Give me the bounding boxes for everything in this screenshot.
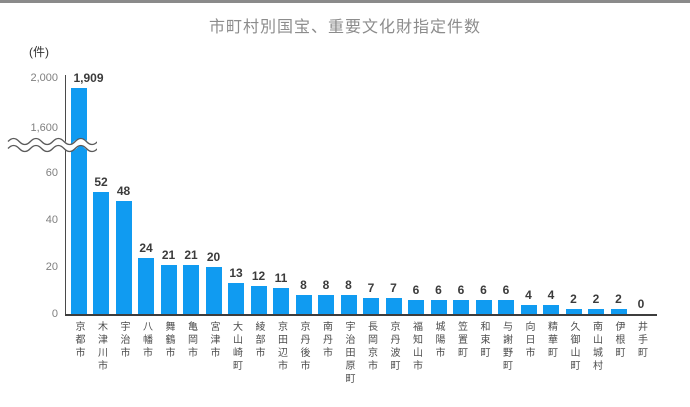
bar (610, 309, 627, 314)
x-category-label: 京都市 (73, 321, 84, 360)
bar (115, 201, 132, 314)
bar-value-label: 24 (139, 240, 153, 255)
bar-value-label: 6 (412, 282, 420, 297)
x-category-label: 宮津市 (208, 321, 219, 360)
bar-value-label: 21 (184, 247, 198, 262)
x-category-label: 伊根町 (613, 321, 624, 360)
x-category-label: 木津川市 (95, 321, 107, 373)
bar (588, 309, 604, 314)
x-category-label: 井手町 (635, 321, 647, 360)
bar-value-label: 11 (274, 271, 288, 286)
bar-value-label: 2 (592, 292, 600, 307)
x-category-label: 精華町 (545, 321, 557, 360)
bar (183, 264, 199, 314)
bar-value-label: 2 (570, 292, 577, 307)
bar (138, 257, 154, 314)
bar (498, 299, 514, 314)
bar (318, 295, 334, 314)
x-category-label: 大山崎町 (230, 321, 242, 373)
bar (543, 304, 559, 314)
y-tick-label: 40 (45, 214, 58, 226)
bar-value-label: 21 (161, 247, 176, 262)
x-category-label: 笠置町 (455, 321, 467, 360)
bar (205, 267, 222, 314)
bar-value-label: 1,909 (73, 71, 104, 85)
x-category-label: 京丹後市 (298, 321, 309, 373)
x-category-label: 福知山市 (410, 321, 422, 373)
x-category-label: 城陽市 (433, 321, 444, 360)
x-category-label: 長岡京市 (365, 321, 377, 373)
bar (453, 299, 469, 314)
x-category-label: 南丹市 (320, 321, 332, 360)
y-tick-label: 1,600 (30, 122, 58, 134)
x-category-label: 和束町 (478, 321, 489, 360)
bar-value-label: 20 (206, 250, 221, 264)
axis-break-wave-icon (7, 137, 97, 153)
bar (295, 295, 312, 314)
bar-value-label: 7 (390, 280, 397, 295)
bar (565, 309, 582, 314)
bar (520, 304, 537, 314)
bar-value-label: 8 (345, 278, 352, 293)
y-axis-unit-label: (件) (29, 45, 49, 59)
x-category-label: 宇治市 (118, 321, 129, 360)
x-axis-line (65, 314, 657, 316)
x-category-label: 宇治田原町 (343, 321, 354, 386)
bar-value-label: 0 (637, 297, 645, 311)
bar-value-label: 6 (480, 282, 487, 297)
bar (363, 297, 379, 314)
bar-value-label: 13 (229, 266, 243, 281)
bar-value-label: 12 (251, 268, 266, 283)
bar-value-label: 6 (457, 282, 465, 297)
bar-value-label: 48 (116, 184, 131, 199)
bar-value-label: 2 (615, 292, 622, 307)
x-category-label: 与謝野町 (500, 321, 512, 373)
bar-value-label: 7 (367, 280, 375, 295)
x-category-label: 京丹波町 (388, 321, 399, 373)
bar (160, 264, 177, 314)
bar (408, 299, 424, 314)
x-category-label: 向日市 (523, 321, 534, 360)
bar-value-label: 6 (435, 282, 442, 297)
y-tick-label: 20 (45, 261, 58, 273)
y-tick-label: 0 (51, 308, 58, 320)
bar-value-label: 52 (94, 174, 108, 189)
bar (475, 299, 492, 314)
y-tick-label: 2,000 (30, 72, 58, 84)
x-category-label: 舞鶴市 (163, 321, 174, 360)
x-category-label: 亀岡市 (185, 321, 197, 360)
bar-value-label: 4 (525, 287, 532, 302)
x-category-label: 綾部市 (253, 321, 264, 360)
bar (93, 191, 109, 314)
bar (250, 285, 267, 314)
x-category-label: 京田辺市 (275, 321, 287, 373)
bar-value-label: 8 (300, 278, 307, 293)
bar (340, 295, 357, 314)
bar-value-label: 4 (547, 287, 555, 302)
bar-value-label: 8 (322, 278, 330, 293)
bar (430, 299, 447, 314)
bar (385, 297, 402, 314)
bar (70, 88, 87, 314)
window-top-border (0, 0, 690, 3)
x-category-label: 南山城村 (590, 321, 602, 373)
bar (228, 283, 244, 314)
bar (273, 288, 289, 314)
x-category-label: 久御山町 (568, 321, 579, 373)
bar-value-label: 6 (502, 282, 510, 297)
y-tick-label: 60 (45, 167, 58, 179)
y-axis-line (65, 75, 66, 314)
x-category-label: 八幡市 (140, 321, 152, 360)
chart-title: 市町村別国宝、重要文化財指定件数 (208, 19, 481, 36)
